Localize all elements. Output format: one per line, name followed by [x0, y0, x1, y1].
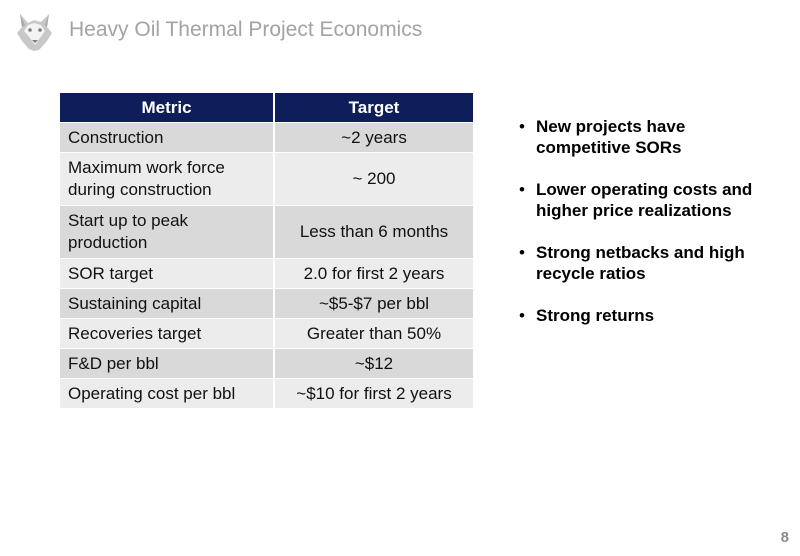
table-row: Sustaining capital ~$5-$7 per bbl: [60, 288, 473, 319]
target-cell: ~ 200: [274, 152, 473, 206]
bullet-text: Lower operating costs and higher price r…: [536, 180, 753, 220]
table-row: Start up to peak production Less than 6 …: [60, 205, 473, 259]
table-row: Operating cost per bbl ~$10 for first 2 …: [60, 378, 473, 408]
target-cell: ~$5-$7 per bbl: [274, 288, 473, 319]
bullet-icon: •: [519, 180, 525, 199]
list-item: • Lower operating costs and higher price …: [519, 179, 759, 221]
table-row: Maximum work force during construction ~…: [60, 152, 473, 206]
bullet-text: New projects have competitive SORs: [536, 117, 686, 157]
target-cell: 2.0 for first 2 years: [274, 258, 473, 289]
bullet-icon: •: [519, 243, 525, 262]
bullet-text: Strong returns: [536, 306, 655, 325]
target-cell: ~$12: [274, 348, 473, 379]
target-cell: ~$10 for first 2 years: [274, 378, 473, 408]
metric-cell: SOR target: [60, 258, 275, 289]
table-row: F&D per bbl ~$12: [60, 348, 473, 379]
highlights-list: • New projects have competitive SORs • Low…: [519, 116, 759, 347]
bullet-text: Strong netbacks and high recycle ratios: [536, 243, 745, 283]
page-title: Heavy Oil Thermal Project Economics: [69, 18, 423, 41]
column-header-target: Target: [274, 93, 473, 123]
table-row: Construction ~2 years: [60, 122, 473, 153]
list-item: • New projects have competitive SORs: [519, 116, 759, 158]
metric-cell: Sustaining capital: [60, 288, 275, 319]
table-row: SOR target 2.0 for first 2 years: [60, 258, 473, 289]
target-cell: Less than 6 months: [274, 205, 473, 259]
column-header-metric: Metric: [60, 93, 275, 123]
target-cell: Greater than 50%: [274, 318, 473, 349]
metric-cell: Maximum work force during construction: [60, 152, 275, 206]
metric-cell: Recoveries target: [60, 318, 275, 349]
table-header-row: Metric Target: [60, 93, 473, 123]
bullet-icon: •: [519, 117, 525, 136]
metrics-table: Metric Target Construction ~2 years Maxi…: [60, 93, 473, 408]
page-number: 8: [780, 529, 789, 546]
metric-cell: Operating cost per bbl: [60, 378, 275, 408]
list-item: • Strong returns: [519, 305, 759, 326]
metric-cell: Construction: [60, 122, 275, 153]
metric-cell: F&D per bbl: [60, 348, 275, 379]
husky-dog-logo: [17, 14, 52, 51]
metric-cell: Start up to peak production: [60, 205, 275, 259]
list-item: • Strong netbacks and high recycle ratios: [519, 242, 759, 284]
table-row: Recoveries target Greater than 50%: [60, 318, 473, 349]
bullet-icon: •: [519, 306, 525, 325]
target-cell: ~2 years: [274, 122, 473, 153]
